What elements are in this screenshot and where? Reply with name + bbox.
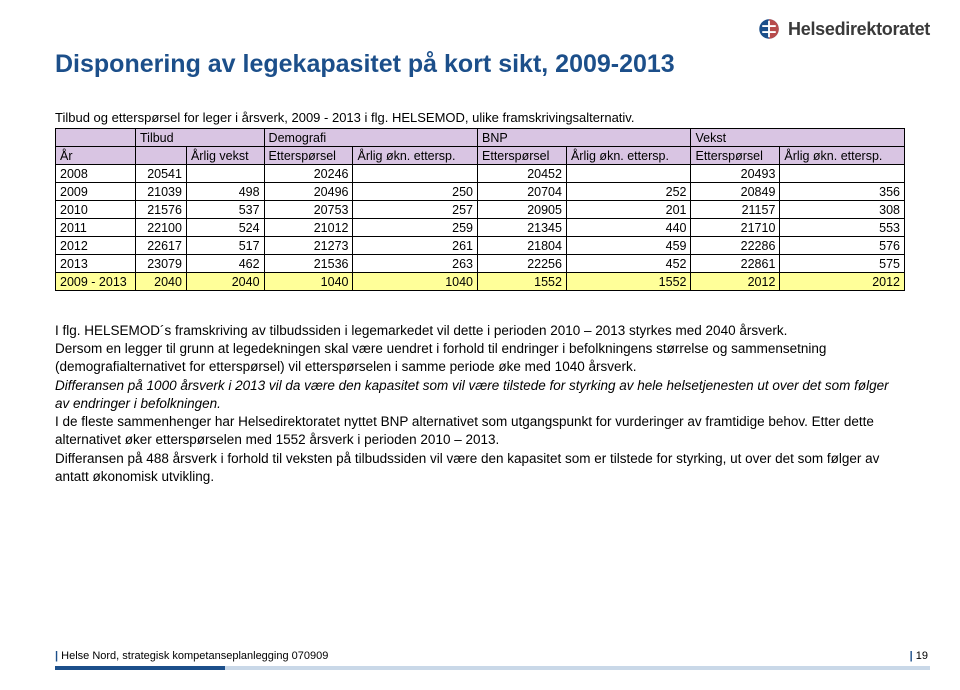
th-blank (56, 129, 136, 147)
page-title: Disponering av legekapasitet på kort sik… (55, 50, 675, 79)
header-row-1: Tilbud Demografi BNP Vekst (56, 129, 905, 147)
table-row: 2009 21039498 20496250 20704252 20849356 (56, 183, 905, 201)
footer-text: | Helse Nord, strategisk kompetanseplanl… (55, 650, 328, 662)
logo-text: Helsedirektoratet (788, 19, 930, 40)
footer-bar-dark (55, 666, 225, 670)
body-text: I flg. HELSEMOD´s framskriving av tilbud… (55, 322, 905, 486)
table-row: 2008 20541 20246 20452 20493 (56, 165, 905, 183)
footer-bar-light (225, 666, 930, 670)
table-caption: Tilbud og etterspørsel for leger i årsve… (55, 110, 634, 125)
th-arligokn1: Årlig økn. ettersp. (353, 147, 478, 165)
data-table: Tilbud Demografi BNP Vekst År Årlig veks… (55, 128, 905, 291)
header-row-2: År Årlig vekst Etterspørsel Årlig økn. e… (56, 147, 905, 165)
th-ettersp3: Etterspørsel (691, 147, 780, 165)
th-ettersp1: Etterspørsel (264, 147, 353, 165)
paragraph-4: I de fleste sammenhenger har Helsedirekt… (55, 413, 905, 449)
table-row: 2013 23079462 21536263 22256452 22861575 (56, 255, 905, 273)
table-row: 2010 21576537 20753257 20905201 21157308 (56, 201, 905, 219)
summary-row: 2009 - 2013 20402040 10401040 15521552 2… (56, 273, 905, 291)
footer: | Helse Nord, strategisk kompetanseplanl… (0, 648, 960, 670)
th-arligvekst: Årlig vekst (186, 147, 264, 165)
paragraph-3: Differansen på 1000 årsverk i 2013 vil d… (55, 377, 905, 413)
table-row: 2011 22100524 21012259 21345440 21710553 (56, 219, 905, 237)
paragraph-1: I flg. HELSEMOD´s framskriving av tilbud… (55, 322, 905, 340)
th-blank2 (136, 147, 187, 165)
logo: Helsedirektoratet (754, 14, 930, 44)
th-ettersp2: Etterspørsel (478, 147, 567, 165)
table-row: 2012 22617517 21273261 21804459 22286576 (56, 237, 905, 255)
th-demografi: Demografi (264, 129, 477, 147)
th-arligokn2: Årlig økn. ettersp. (566, 147, 691, 165)
th-year: År (56, 147, 136, 165)
paragraph-2: Dersom en legger til grunn at legedeknin… (55, 340, 905, 376)
th-vekst: Vekst (691, 129, 905, 147)
th-tilbud: Tilbud (136, 129, 265, 147)
th-arligokn3: Årlig økn. ettersp. (780, 147, 905, 165)
logo-icon (754, 14, 784, 44)
footer-page: | 19 (910, 650, 928, 662)
th-bnp: BNP (478, 129, 691, 147)
paragraph-5: Differansen på 488 årsverk i forhold til… (55, 450, 905, 486)
